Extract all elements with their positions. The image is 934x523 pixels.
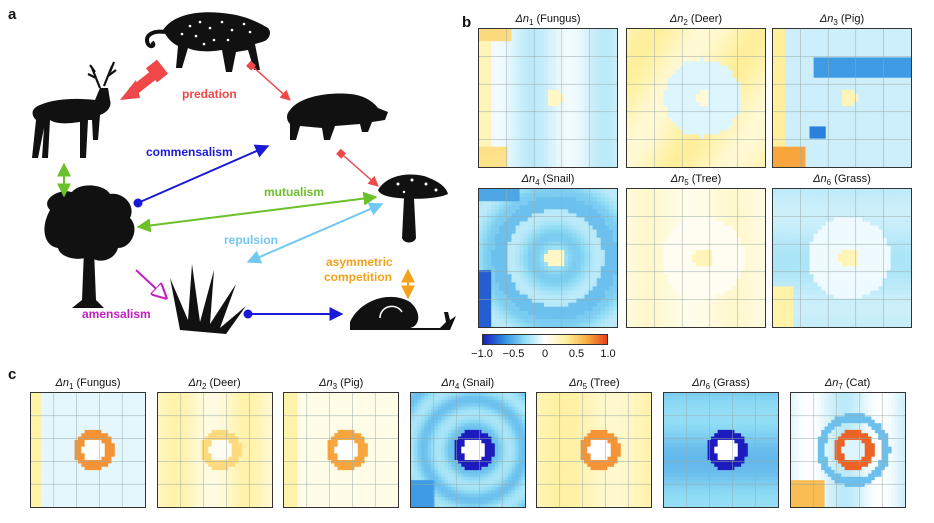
commensalism-dot-grass xyxy=(243,309,253,319)
heatmap-title: Δn7 (Cat) xyxy=(824,377,871,392)
colorbar-tick-label: 1.0 xyxy=(600,348,616,360)
tree-silhouette-icon xyxy=(44,185,135,308)
label-competition: competition xyxy=(324,270,392,284)
heatmap-title: Δn6 (Grass) xyxy=(692,377,750,392)
colorbar-tick-label: 0.5 xyxy=(568,348,585,360)
heatmap-c-5 xyxy=(663,392,779,508)
cat-silhouette-icon xyxy=(145,12,270,72)
label-commensalism: commensalism xyxy=(146,145,233,159)
colorbar-tick-label: 0 xyxy=(541,348,549,360)
deer-silhouette-icon xyxy=(32,61,117,158)
heatmap-title: Δn1 (Fungus) xyxy=(515,13,581,28)
label-repulsion: repulsion xyxy=(224,233,278,247)
heatmap-title: Δn2 (Deer) xyxy=(669,13,723,28)
heatmap-title: Δn6 (Grass) xyxy=(813,173,871,188)
heatmap-title: Δn2 (Deer) xyxy=(188,377,241,392)
panel-label-a: a xyxy=(8,6,17,23)
heatmap-c-0 xyxy=(30,392,146,508)
label-amensalism: amensalism xyxy=(82,307,151,321)
heatmap-c-2 xyxy=(283,392,400,508)
heatmap-title: Δn3 (Pig) xyxy=(819,13,865,28)
colorbar xyxy=(482,334,608,345)
heatmap-b-2 xyxy=(772,28,912,168)
heatmap-c-6 xyxy=(789,392,906,508)
predation-tail-pig-fungus xyxy=(336,148,346,159)
fungus-silhouette-icon xyxy=(378,174,448,243)
heatmap-title: Δn3 (Pig) xyxy=(319,377,364,392)
commensalism-dot-tree xyxy=(133,198,143,208)
predation-tail-cat-pig xyxy=(246,60,256,71)
heatmap-title: Δn4 (Snail) xyxy=(441,377,495,392)
interaction-network-diagram: predation commensalism mutualism repulsi… xyxy=(32,12,456,334)
panel-label-b: b xyxy=(462,14,472,31)
predation-arrow-cat-pig xyxy=(251,65,291,101)
predation-arrow-pig-fungus xyxy=(343,155,379,187)
grass-silhouette-icon xyxy=(170,264,246,334)
repulsion-arrow-grass-fungus xyxy=(246,202,384,264)
heatmap-title: Δn4 (Snail) xyxy=(521,173,575,188)
snail-silhouette-icon xyxy=(350,296,456,330)
label-predation: predation xyxy=(182,87,237,101)
amensalism-arrow-tree-grass xyxy=(135,269,166,298)
heatmap-b-4 xyxy=(626,188,766,328)
heatmap-title: Δn5 (Tree) xyxy=(670,173,722,188)
heatmap-b-1 xyxy=(626,28,766,168)
label-mutualism: mutualism xyxy=(264,185,324,199)
label-asymmetric: asymmetric xyxy=(326,255,393,269)
panel-label-c: c xyxy=(8,366,17,383)
heatmap-c-1 xyxy=(156,392,273,508)
colorbar-tick-label: −0.5 xyxy=(502,348,525,360)
heatmap-b-0 xyxy=(478,28,618,168)
heatmap-b-5 xyxy=(772,188,912,328)
predation-arrow-big xyxy=(120,59,169,100)
heatmap-c-4 xyxy=(536,392,653,508)
pig-silhouette-icon xyxy=(287,93,388,140)
heatmap-title: Δn5 (Tree) xyxy=(569,377,620,392)
heatmap-b-3 xyxy=(478,188,618,328)
heatmap-c-3 xyxy=(409,392,526,508)
colorbar-tick-label: −1.0 xyxy=(471,348,493,360)
heatmap-title: Δn1 (Fungus) xyxy=(55,377,121,392)
